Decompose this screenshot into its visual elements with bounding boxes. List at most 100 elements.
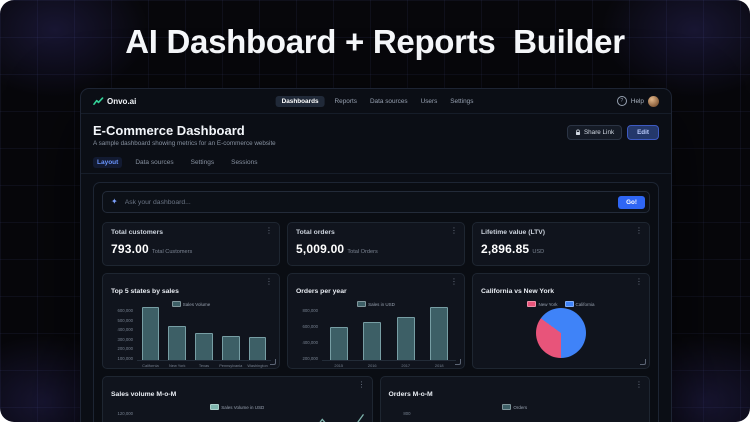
bar-slot <box>356 308 390 360</box>
bar <box>168 326 186 360</box>
kpi-card-lifetime-value: Lifetime value (LTV) ⋮ 2,896.85 USD <box>472 222 650 266</box>
chart-row-bottom: Sales volume M-o-M ⋮ Sales Volume in USD… <box>102 376 650 422</box>
kpi-value-row: 5,009.00 Total Orders <box>296 242 456 256</box>
nav-item-settings[interactable]: Settings <box>450 97 474 105</box>
bar-slot <box>217 308 244 360</box>
nav-item-data-sources[interactable]: Data sources <box>369 97 408 105</box>
x-label: Pennsylvania <box>219 363 243 368</box>
kebab-menu-icon[interactable]: ⋮ <box>635 380 643 389</box>
kpi-value: 2,896.85 <box>481 242 530 256</box>
nav-item-users[interactable]: Users <box>420 97 438 105</box>
x-label: California <box>142 363 159 368</box>
dashboard-tabs: Layout Data sources Settings Sessions <box>81 154 671 174</box>
line-series <box>137 411 364 422</box>
chart-title: California vs New York <box>481 288 555 295</box>
nav-item-reports[interactable]: Reports <box>334 97 357 105</box>
kebab-menu-icon[interactable]: ⋮ <box>635 277 643 286</box>
brand[interactable]: Onvo.ai <box>93 97 136 106</box>
bar <box>248 337 267 360</box>
legend-swatch <box>527 301 537 307</box>
page-header: E-Commerce Dashboard A sample dashboard … <box>81 114 671 154</box>
dashboard-panel: ✦ Go! Total customers ⋮ 793.00 Total Cus… <box>93 182 659 422</box>
help-label[interactable]: Help <box>630 97 644 105</box>
x-label: Texas <box>198 363 210 368</box>
y-tick: 500,000 <box>117 317 133 323</box>
y-tick: 800,000 <box>302 308 318 313</box>
bar-slot <box>137 307 164 360</box>
nav-item-dashboards[interactable]: Dashboards <box>275 95 325 107</box>
chart-row-top: Top 5 states by sales ⋮ Sales Volume 600… <box>102 273 650 369</box>
chart-title: Orders M-o-M <box>388 391 433 398</box>
resize-handle-icon[interactable] <box>455 359 461 365</box>
legend-label: Orders <box>513 404 528 410</box>
kebab-menu-icon[interactable]: ⋮ <box>265 226 273 235</box>
chart-title: Top 5 states by sales <box>111 288 179 295</box>
bar-chart: 600,000 500,000 400,000 300,000 200,000 100,0… <box>111 307 271 370</box>
share-link-button[interactable]: Share Link <box>566 125 623 140</box>
y-tick: 300,000 <box>117 336 133 342</box>
tab-layout[interactable]: Layout <box>93 157 123 168</box>
page-subtitle: A sample dashboard showing metrics for a… <box>93 140 276 147</box>
avatar[interactable] <box>648 95 659 107</box>
bar-slot <box>471 411 490 422</box>
kpi-value-row: 793.00 Total Customers <box>111 242 271 256</box>
pie <box>536 308 586 358</box>
y-axis: 600,000 500,000 400,000 300,000 200,000 100,0… <box>111 308 135 370</box>
ask-input[interactable] <box>122 197 614 207</box>
chart-card-orders-mom: Orders M-o-M ⋮ Orders 800600400200 <box>379 376 650 422</box>
kpi-value: 793.00 <box>111 242 149 256</box>
bar <box>141 307 160 360</box>
bar <box>222 335 240 360</box>
bars <box>137 307 271 361</box>
y-axis: 800,000 600,000 400,000 200,000 <box>296 308 320 370</box>
chart-legend: Sales in USD <box>296 301 456 307</box>
bar-slot <box>490 411 509 422</box>
kebab-menu-icon[interactable]: ⋮ <box>635 226 643 235</box>
tab-data-sources[interactable]: Data sources <box>135 159 174 166</box>
kebab-menu-icon[interactable]: ⋮ <box>265 277 273 286</box>
legend-label: Sales Volume <box>182 301 211 307</box>
kebab-menu-icon[interactable]: ⋮ <box>357 380 366 389</box>
resize-handle-icon[interactable] <box>270 359 276 365</box>
chart-card-orders-per-year: Orders per year ⋮ Sales in USD 800,000 60… <box>287 273 465 369</box>
kpi-unit: Total Customers <box>151 249 193 255</box>
kebab-menu-icon[interactable]: ⋮ <box>450 277 458 286</box>
kebab-menu-icon[interactable]: ⋮ <box>450 226 458 235</box>
legend-label: California <box>575 301 595 307</box>
kpi-title: Lifetime value (LTV) <box>481 229 546 236</box>
tab-sessions[interactable]: Sessions <box>231 159 258 166</box>
bar-chart: 800,000 600,000 400,000 200,000 2015 2016 2017… <box>296 307 456 370</box>
bar-slot <box>389 308 423 360</box>
legend-item: California <box>564 301 595 307</box>
page-actions: Share Link Edit <box>566 125 659 140</box>
x-axis: California New York Texas Pennsylvania Washi… <box>137 361 271 370</box>
legend-swatch <box>357 301 367 307</box>
bar-slot <box>547 411 566 422</box>
legend-swatch <box>210 404 220 410</box>
bar <box>363 321 382 360</box>
edit-button[interactable]: Edit <box>627 125 659 140</box>
kpi-value: 5,009.00 <box>296 242 345 256</box>
x-label: 2018 <box>434 363 444 368</box>
bar-slot <box>191 308 218 360</box>
plot-area: 2015 2016 2017 2018 <box>322 307 456 370</box>
bar-slot <box>603 411 622 422</box>
y-tick: 100,000 <box>117 355 133 361</box>
x-label: New York <box>168 363 186 368</box>
kpi-unit: USD <box>532 249 545 255</box>
resize-handle-icon[interactable] <box>640 359 646 365</box>
x-label: Washington <box>247 363 268 368</box>
bar <box>195 333 213 360</box>
kpi-value-row: 2,896.85 USD <box>481 242 641 256</box>
y-tick: 120,000 <box>117 411 133 416</box>
plot-area <box>415 411 642 422</box>
kpi-unit: Total Orders <box>347 249 378 255</box>
help-icon[interactable]: ? <box>616 96 627 106</box>
app-header: Onvo.ai Dashboards Reports Data sources … <box>81 89 671 114</box>
kpi-title: Total customers <box>111 229 163 236</box>
bar-slot <box>622 411 641 422</box>
tab-settings[interactable]: Settings <box>190 159 215 166</box>
app-window: Onvo.ai Dashboards Reports Data sources … <box>80 88 672 422</box>
go-button[interactable]: Go! <box>618 195 645 209</box>
